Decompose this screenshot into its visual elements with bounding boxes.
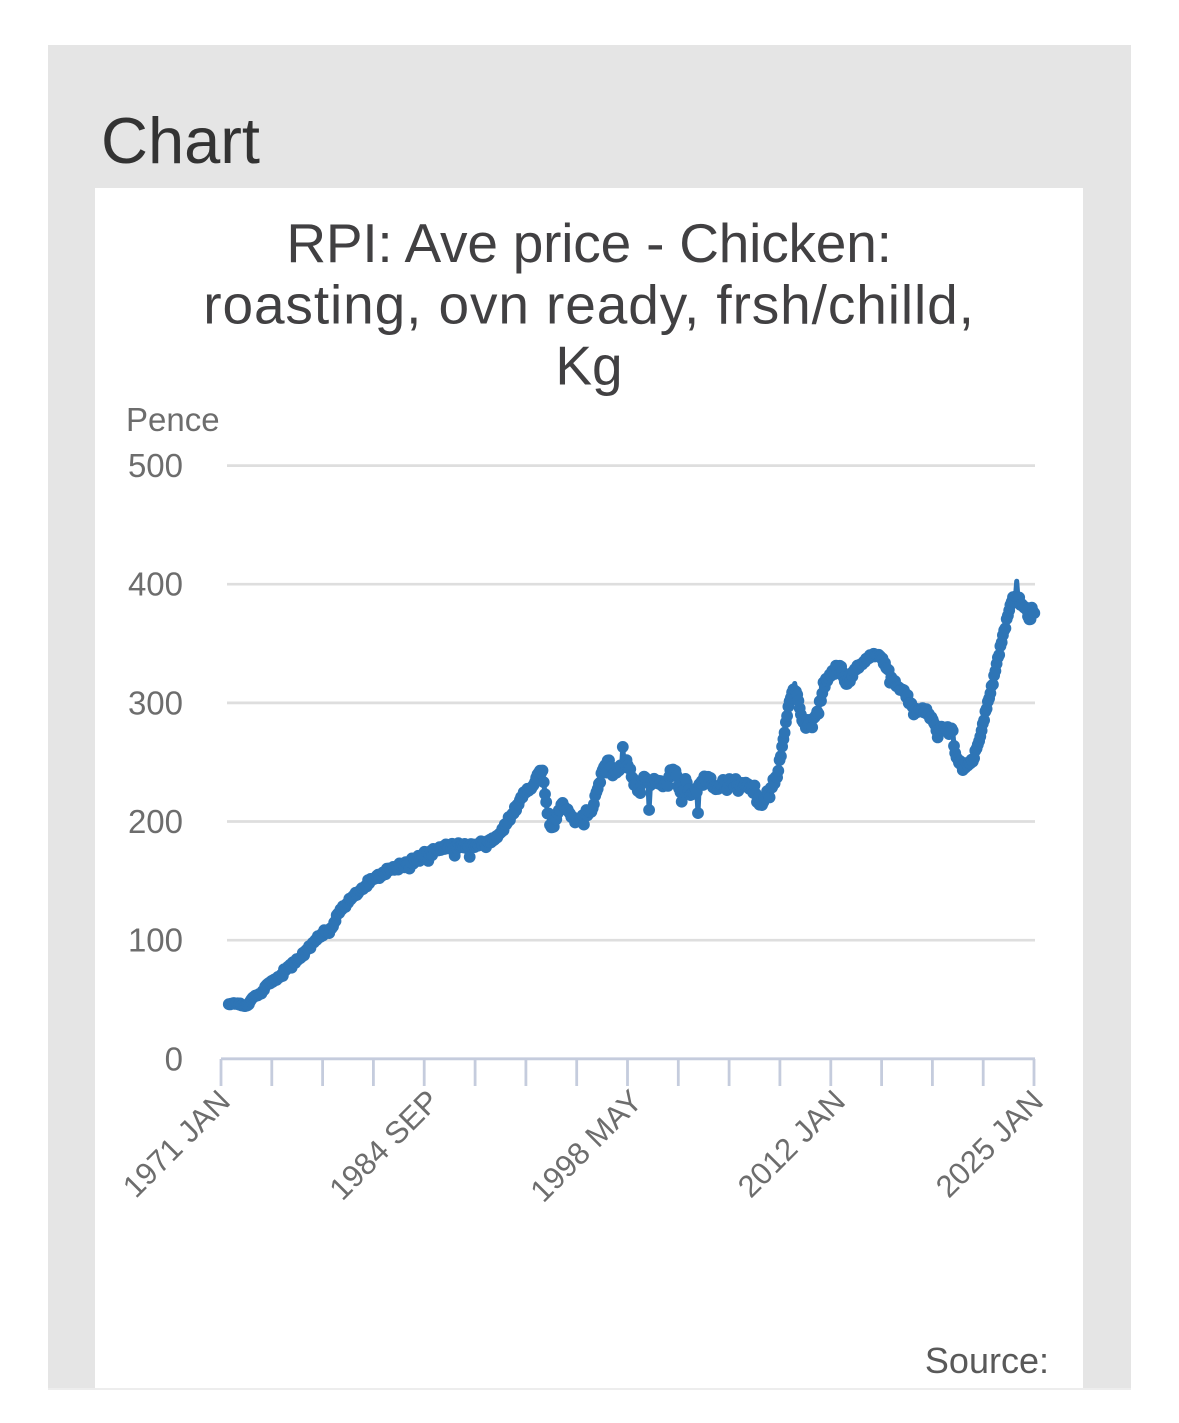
svg-text:300: 300: [128, 684, 183, 721]
svg-text:Pence: Pence: [126, 401, 220, 438]
svg-text:Source:: Source:: [925, 1340, 1049, 1381]
svg-text:100: 100: [128, 922, 183, 959]
svg-text:0: 0: [165, 1040, 183, 1077]
svg-text:Chart: Chart: [101, 104, 260, 177]
svg-text:roasting, ovn ready, frsh/chil: roasting, ovn ready, frsh/chilld,: [203, 274, 975, 336]
svg-text:500: 500: [128, 447, 183, 484]
svg-text:Kg: Kg: [555, 335, 622, 397]
svg-text:400: 400: [128, 566, 183, 603]
svg-text:RPI: Ave price - Chicken:: RPI: Ave price - Chicken:: [286, 212, 891, 274]
svg-text:200: 200: [128, 803, 183, 840]
